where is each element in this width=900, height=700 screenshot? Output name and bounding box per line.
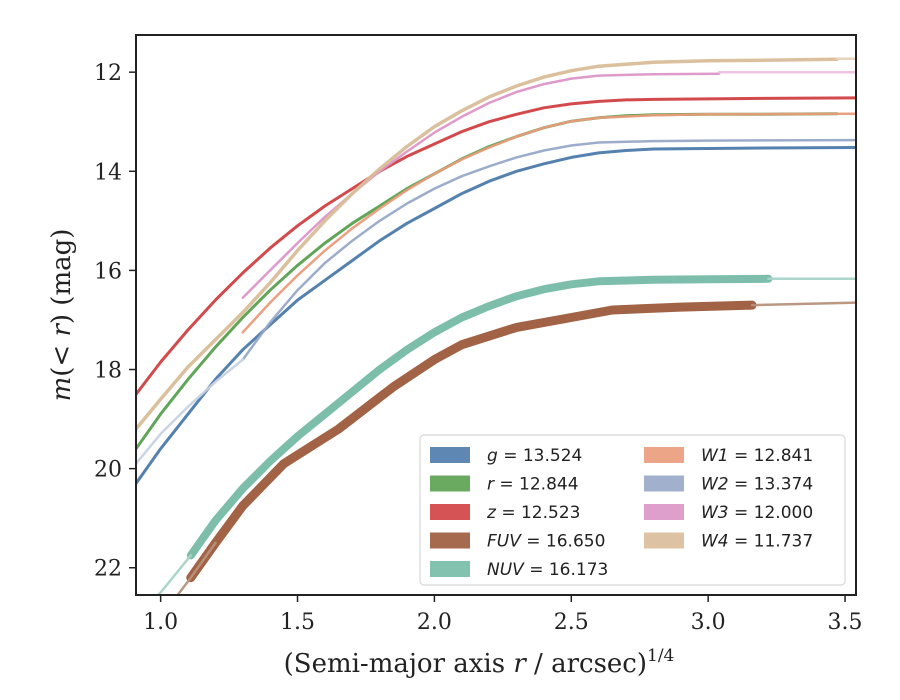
legend-swatch-w4 [644,532,684,549]
legend-swatch-w1 [644,447,684,463]
x-axis-title-var: r [513,649,527,679]
legend-swatch-g [430,447,470,463]
legend-swatch-nuv [430,561,470,577]
ticks-layer: 1.0 1.5 2.0 2.5 3.0 3.5 12 14 16 18 20 22 [94,61,863,635]
legend-swatch-w2 [644,475,684,492]
legend-entry-z: z = 12.523 [430,503,580,523]
legend-label-w1: W1 = 12.841 [701,446,813,466]
series-line-w2-ext [136,358,245,465]
y-axis-title-r: r [47,323,77,337]
legend-entry-w1: W1 = 12.841 [644,446,813,466]
axes-frame [135,34,857,596]
legend-entry-w3: W3 = 12.000 [644,503,813,523]
y-axis-title-unit: (mag) [47,229,77,314]
series-layer [136,57,856,595]
x-tick-label: 3.5 [828,610,863,635]
y-tick-label: 20 [94,458,122,483]
y-tick-label: 18 [94,359,122,384]
series-line-z [136,96,856,396]
legend-entry-g: g = 13.524 [430,446,582,466]
legend-label-w2: W2 = 13.374 [701,475,813,495]
series-line-w1 [241,112,856,334]
legend-entry-r: r = 12.844 [430,475,579,495]
series-line-w4 [136,57,839,431]
series-line-nuv-ext [156,554,193,595]
legend-label-w3: W3 = 12.000 [701,503,813,523]
y-axis-title-open: ( [47,367,77,377]
legend-label-w4: W4 = 11.737 [701,532,813,552]
legend-swatch-w3 [644,504,684,520]
legend-label-g: g = 13.524 [487,446,582,466]
x-tick-label: 2.5 [554,610,589,635]
legend-label-r: r = 12.844 [487,475,579,495]
series-line-w2 [241,138,856,361]
series-line-fuv-tail [750,301,856,307]
x-axis-title-prefix: (Semi-major axis [284,649,514,679]
y-tick-label: 22 [94,557,122,582]
x-axis-title-mid: / arcsec) [526,649,647,679]
y-axis-title-close: ) [47,314,77,324]
legend-label-z: z = 12.523 [486,503,580,523]
y-axis-title: m(< r) (mag) [47,229,77,402]
series-line-g [136,146,856,485]
series-line-fuv-ext [176,541,217,595]
series-line-nuv [186,274,773,560]
x-tick-label: 1.0 [143,610,178,635]
x-axis-title: (Semi-major axis r / arcsec)1/4 [284,646,675,679]
legend-box [419,434,846,586]
y-tick-label: 14 [94,160,122,185]
x-tick-label: 2.0 [417,610,452,635]
legend-swatch-r [430,475,470,492]
y-tick-label: 12 [94,61,122,86]
y-axis-title-m: m [47,377,77,402]
legend-entry-w2: W2 = 13.374 [644,475,813,495]
series-line-fuv [186,300,757,583]
legend-label-fuv: FUV = 16.650 [487,532,605,552]
legend-entry-nuv: NUV = 16.173 [430,560,608,580]
y-axis-title-lt: < [47,337,77,367]
legend-swatch-fuv [430,532,470,549]
legend-label-nuv: NUV = 16.173 [487,560,608,580]
legend-entry-w4: W4 = 11.737 [644,532,813,552]
series-line-w3 [241,72,721,299]
legend: g = 13.524 r = 12.844 z = 12.523 FUV = 16.6… [419,434,846,586]
legend-swatch-z [430,504,470,520]
x-axis-title-sup: 1/4 [647,646,674,666]
x-tick-label: 3.0 [691,610,726,635]
y-tick-label: 16 [94,259,122,284]
legend-entry-fuv: FUV = 16.650 [430,532,605,552]
x-tick-label: 1.5 [280,610,315,635]
